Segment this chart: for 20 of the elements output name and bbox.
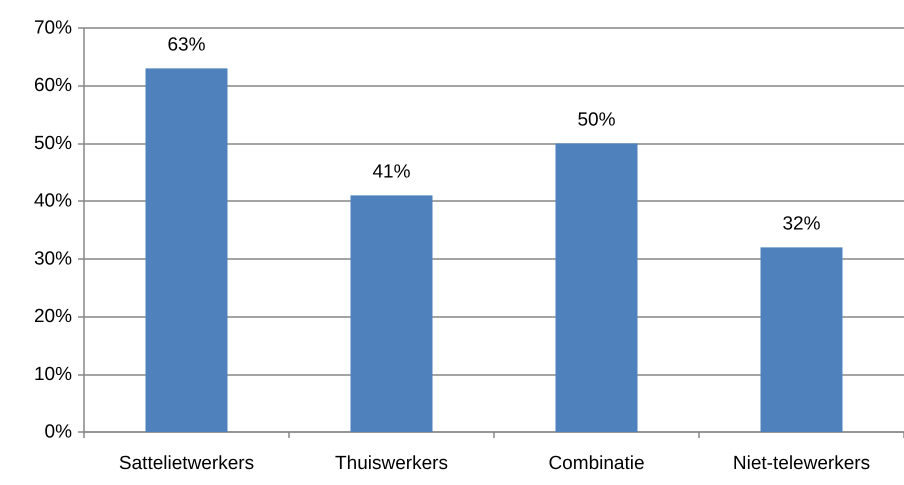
x-tick-label: Niet-telewerkers [732, 453, 870, 474]
x-tick-label: Combinatie [548, 453, 645, 474]
x-tick-label: Sattelietwerkers [118, 453, 254, 474]
data-label: 41% [372, 161, 411, 182]
y-tick-label: 70% [34, 18, 72, 38]
y-tick-label: 0% [44, 422, 72, 442]
x-tick-label: Thuiswerkers [335, 453, 448, 474]
y-tick-label: 30% [34, 248, 72, 270]
y-tick-label: 60% [34, 75, 72, 96]
data-label: 32% [782, 213, 821, 234]
bar [760, 247, 842, 432]
bar [350, 195, 432, 432]
y-tick-label: 50% [34, 132, 72, 154]
bar [146, 68, 228, 432]
y-tick-label: 40% [34, 190, 72, 212]
data-label: 50% [577, 109, 616, 130]
bar [556, 143, 638, 432]
data-label: 63% [167, 34, 206, 56]
y-tick-label: 20% [34, 306, 72, 328]
y-tick-label: 10% [34, 364, 72, 385]
